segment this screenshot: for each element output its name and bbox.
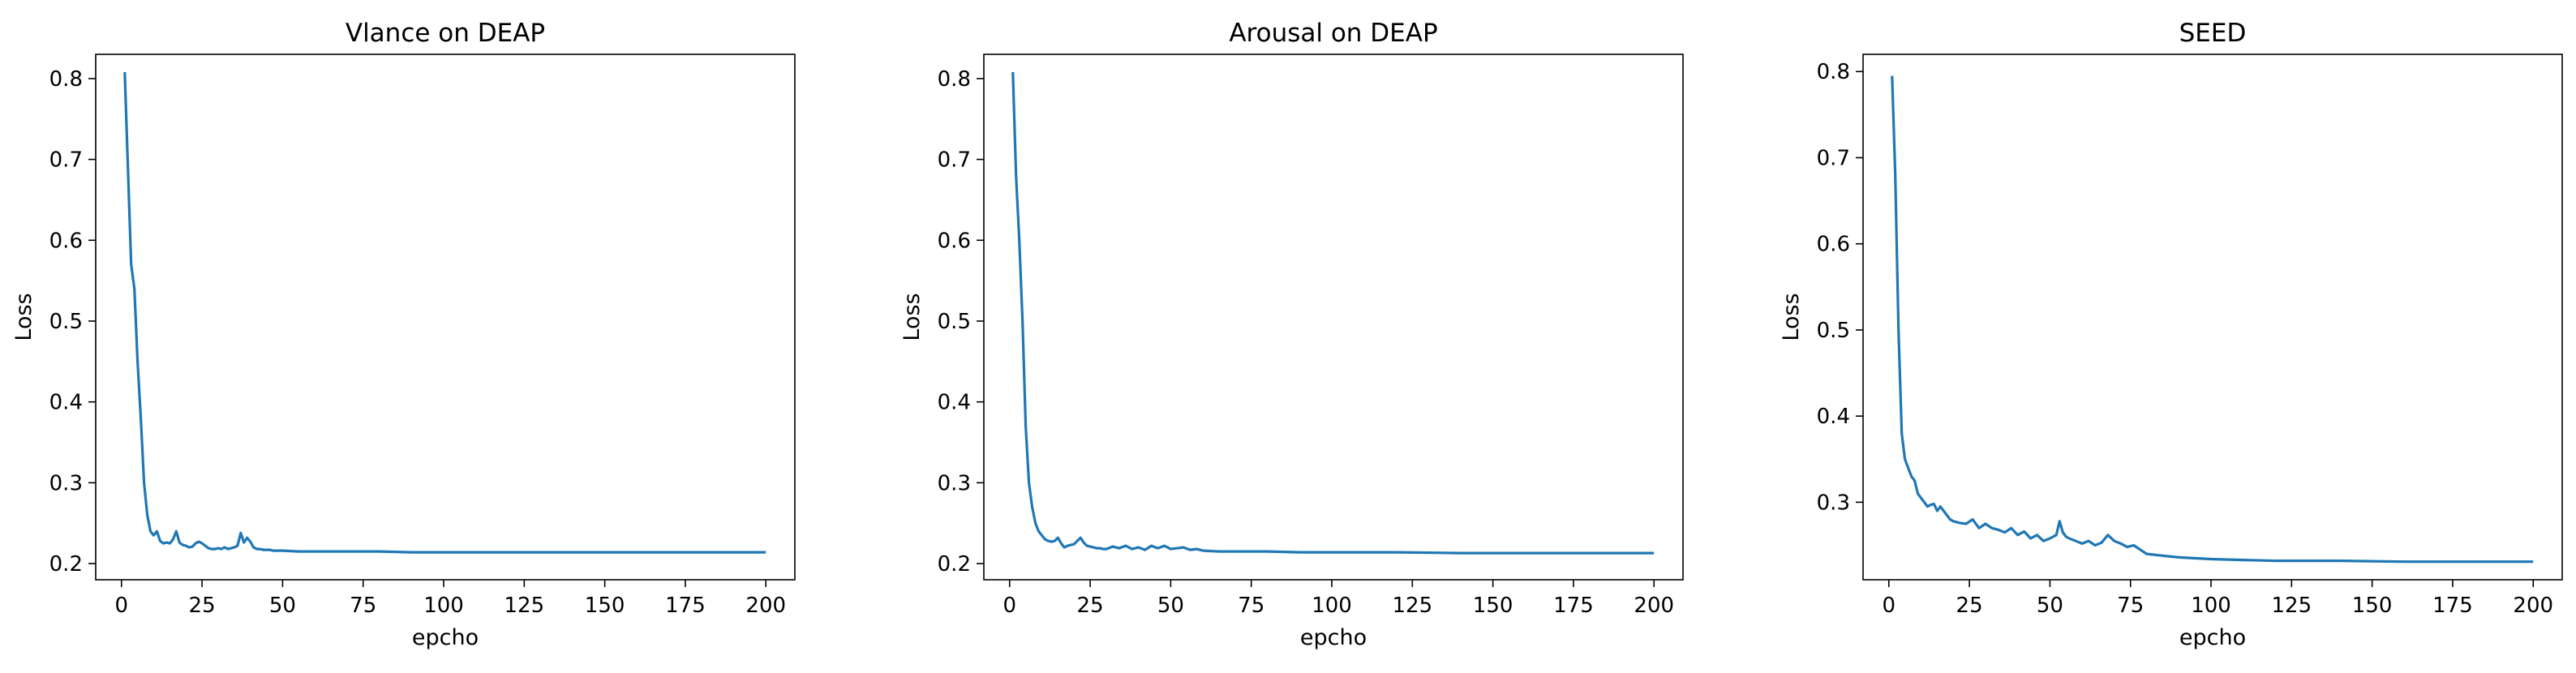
x-tick-label: 50: [269, 594, 296, 618]
x-tick-label: 200: [1634, 594, 1674, 618]
x-tick-label: 25: [1956, 594, 1983, 618]
x-tick-label: 0: [1883, 594, 1896, 618]
x-tick-label: 200: [745, 594, 786, 618]
x-tick-label: 0: [115, 594, 129, 618]
loss-line: [123, 71, 766, 554]
y-tick-label: 0.6: [938, 229, 971, 253]
y-tick-label: 0.6: [1817, 233, 1850, 257]
x-tick-label: 150: [1473, 594, 1513, 618]
plot-frame: [1862, 54, 2563, 581]
x-tick-label: 0: [1003, 594, 1017, 618]
loss-line: [1011, 71, 1655, 555]
chart-panel-1: 0 25 50 75 100 125 150 175 200 0.2 0.3 0.4 0.5 0.6 0.7…: [11, 19, 796, 650]
y-tick-label: 0.7: [49, 148, 83, 173]
x-tick-label: 25: [189, 594, 216, 618]
x-tick-label: 50: [1157, 594, 1184, 618]
plot-frame: [983, 54, 1684, 581]
x-tick-label: 200: [2513, 594, 2553, 618]
y-tick-label: 0.3: [49, 471, 83, 495]
x-tick-label: 150: [2352, 594, 2393, 618]
y-tick-label: 0.5: [938, 310, 971, 334]
loss-line: [1891, 75, 2534, 564]
y-tick-label: 0.4: [49, 391, 83, 415]
x-tick-label: 75: [2117, 594, 2144, 618]
y-axis-label: Loss: [899, 293, 925, 341]
x-tick-label: 25: [1077, 594, 1104, 618]
x-tick-label: 125: [1393, 594, 1433, 618]
chart-title: SEED: [2179, 19, 2247, 48]
x-tick-label: 125: [2272, 594, 2312, 618]
y-tick-label: 0.5: [1817, 319, 1850, 343]
y-axis-label: Loss: [11, 293, 36, 341]
chart-panel-2: 0 25 50 75 100 125 150 175 200 0.2 0.3 0.4 0.5 0.6 0.7…: [899, 19, 1684, 650]
x-tick-label: 100: [423, 594, 464, 618]
x-tick-label: 150: [585, 594, 625, 618]
y-tick-label: 0.4: [1817, 405, 1850, 429]
y-tick-label: 0.8: [49, 67, 83, 92]
x-axis-label: epcho: [412, 625, 479, 650]
x-tick-label: 75: [350, 594, 376, 618]
x-tick-label: 50: [2037, 594, 2063, 618]
x-tick-label: 175: [665, 594, 706, 618]
x-tick-label: 175: [1553, 594, 1594, 618]
y-tick-label: 0.4: [938, 391, 971, 415]
y-tick-label: 0.6: [49, 229, 83, 253]
chart-title: Arousal on DEAP: [1229, 19, 1437, 48]
y-tick-label: 0.2: [49, 552, 83, 577]
x-tick-label: 75: [1238, 594, 1264, 618]
y-tick-label: 0.8: [938, 67, 971, 92]
x-axis-label: epcho: [1300, 625, 1367, 650]
y-tick-label: 0.7: [938, 148, 971, 173]
chart-panel-3: 0 25 50 75 100 125 150 175 200 0.3 0.4 0.5 0.6 0.7 0.8…: [1779, 19, 2563, 650]
y-tick-label: 0.3: [938, 471, 971, 495]
x-axis-label: epcho: [2179, 625, 2246, 650]
x-tick-label: 175: [2432, 594, 2473, 618]
x-tick-label: 100: [2191, 594, 2231, 618]
x-tick-label: 125: [504, 594, 545, 618]
y-tick-label: 0.5: [49, 310, 83, 334]
x-tick-label: 100: [1312, 594, 1352, 618]
chart-title: Vlance on DEAP: [346, 19, 545, 48]
y-tick-label: 0.3: [1817, 491, 1850, 515]
y-tick-label: 0.7: [1817, 146, 1850, 170]
y-axis-label: Loss: [1779, 293, 1804, 341]
plot-frame: [95, 54, 796, 581]
y-tick-label: 0.2: [938, 552, 971, 577]
y-tick-label: 0.8: [1817, 60, 1850, 84]
